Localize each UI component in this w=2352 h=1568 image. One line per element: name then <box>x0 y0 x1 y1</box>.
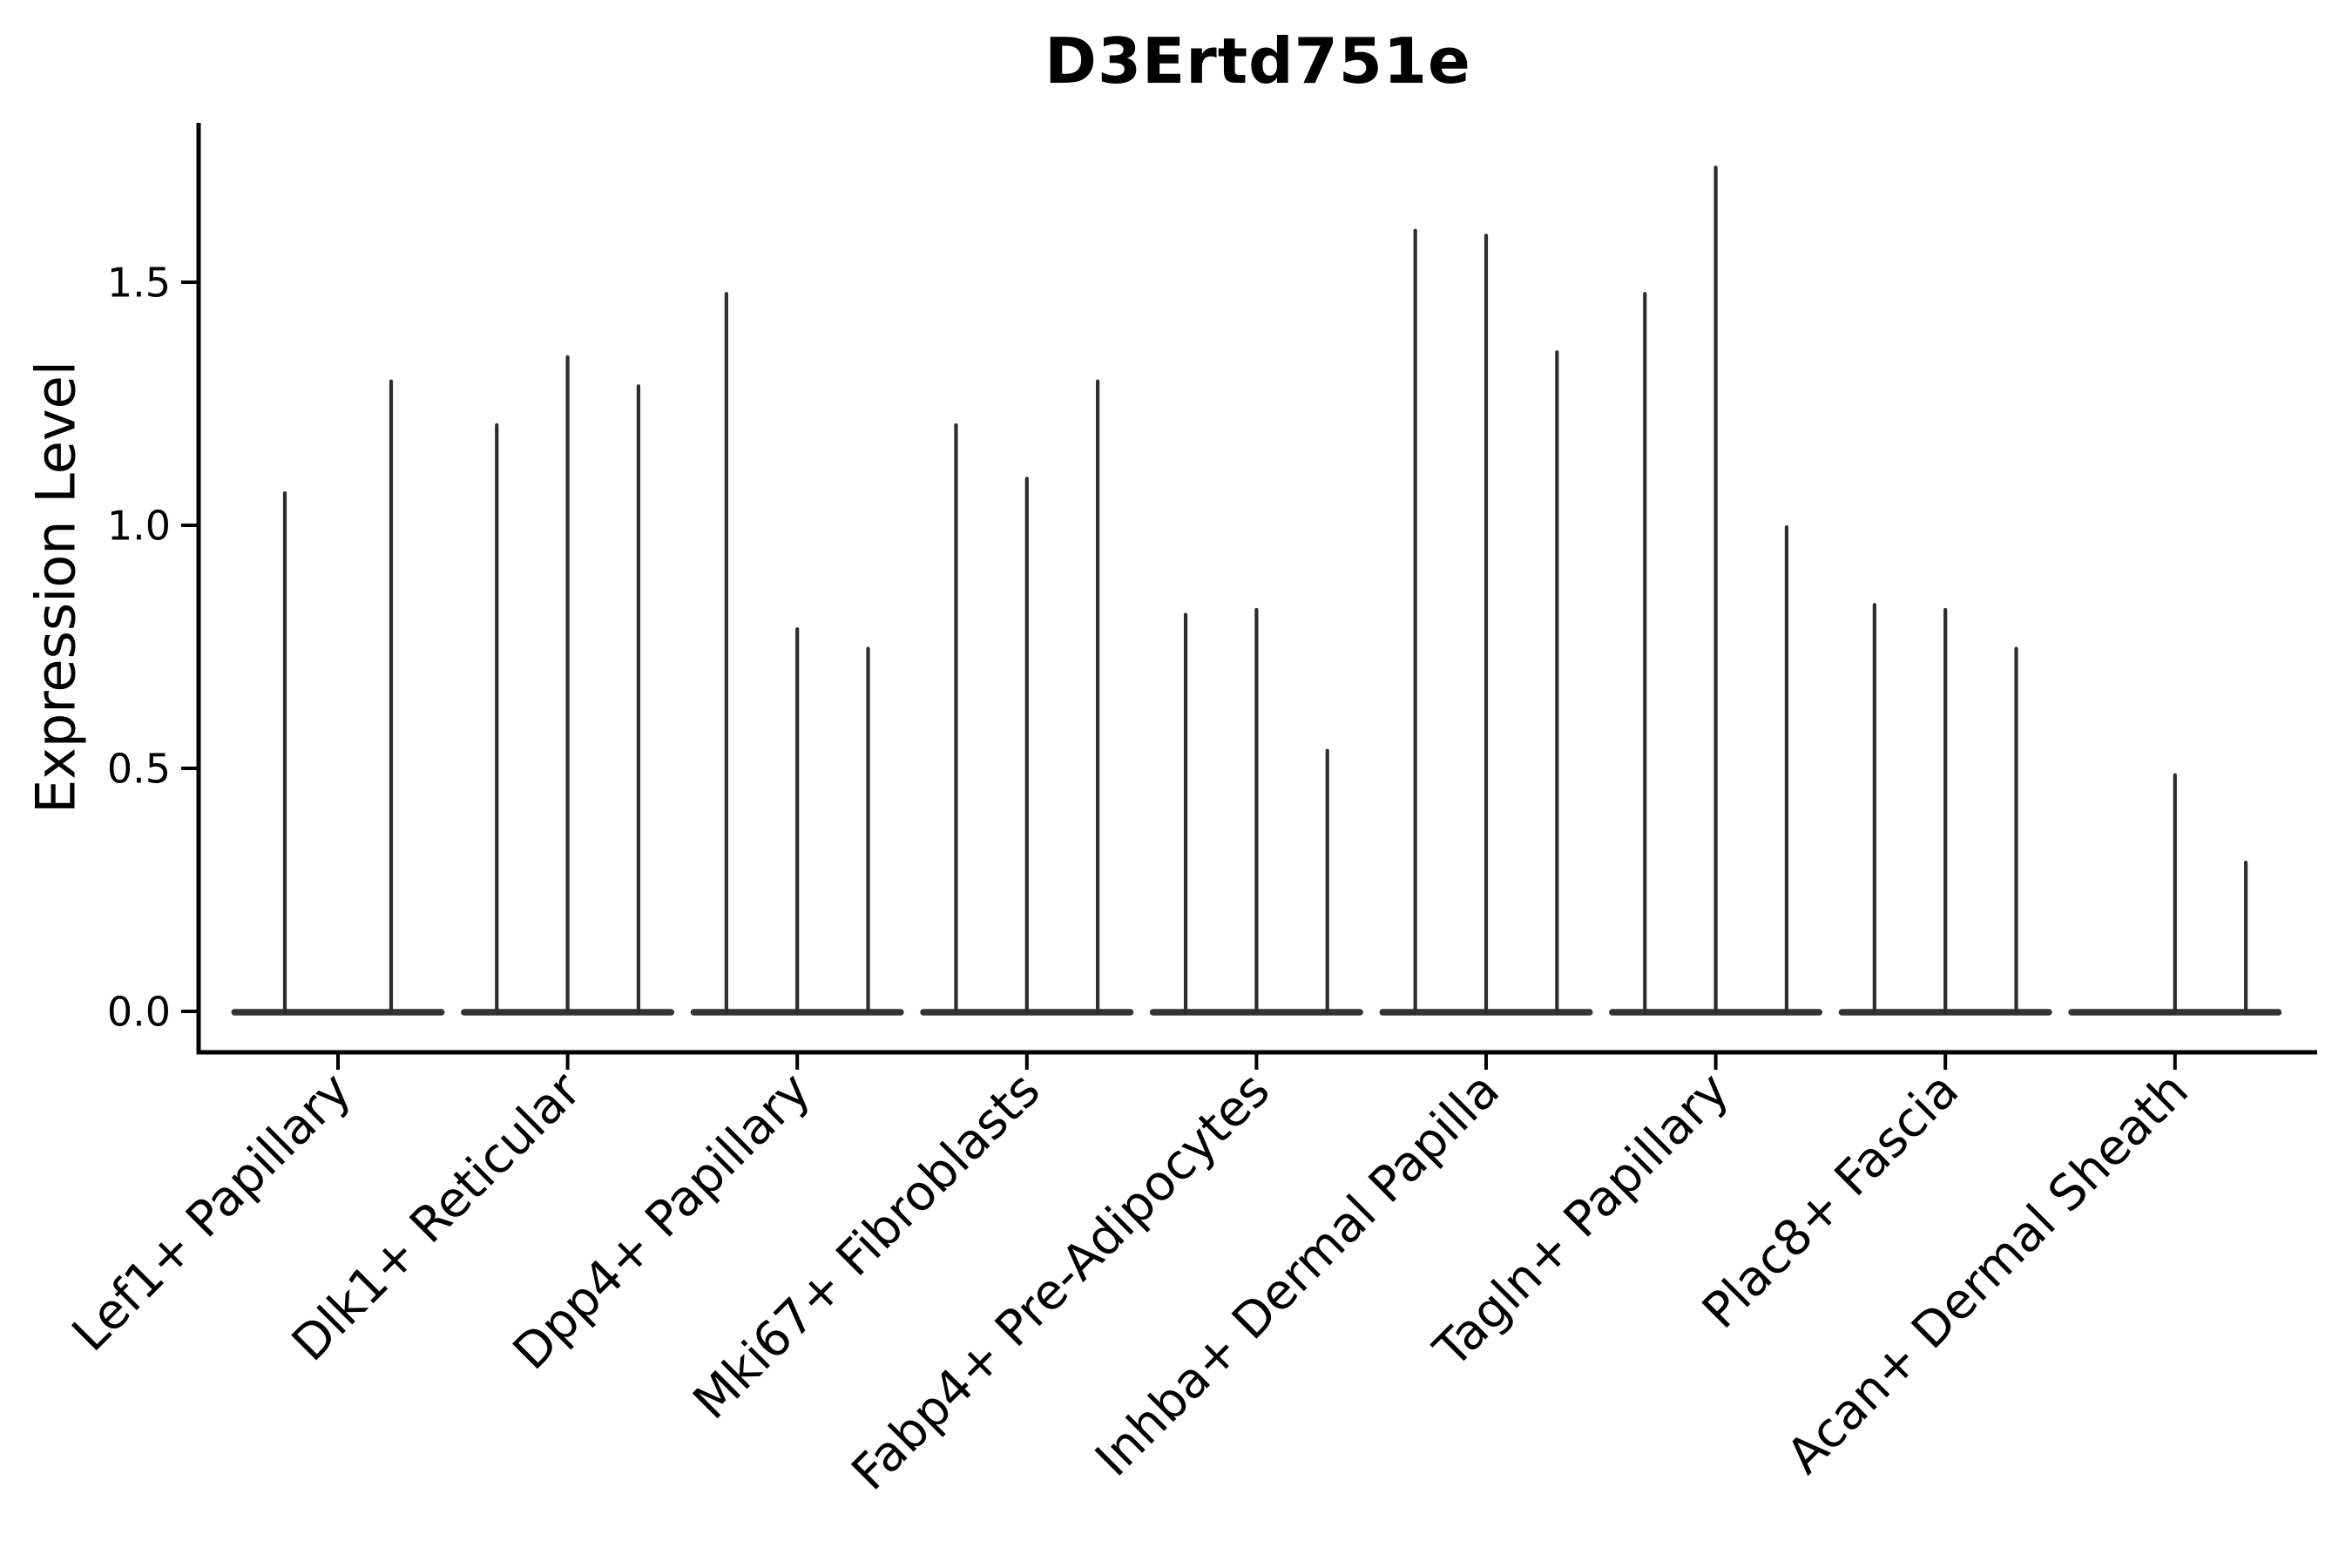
y-tick-label: 1.5 <box>107 260 171 307</box>
violin-base <box>231 1009 445 1016</box>
y-tick-label: 0.5 <box>107 746 171 793</box>
x-tick-label: Inhba+ Dermal Papilla <box>1085 1062 1511 1488</box>
y-tick-label: 0.0 <box>107 989 171 1036</box>
x-tick-label: Fabp4+ Pre-Adipocytes <box>841 1062 1281 1502</box>
x-tick-label: Acan+ Dermal Sheath <box>1776 1062 2200 1485</box>
y-tick-label: 1.0 <box>107 503 171 550</box>
chart-title: D3Ertd751e <box>1044 24 1471 98</box>
